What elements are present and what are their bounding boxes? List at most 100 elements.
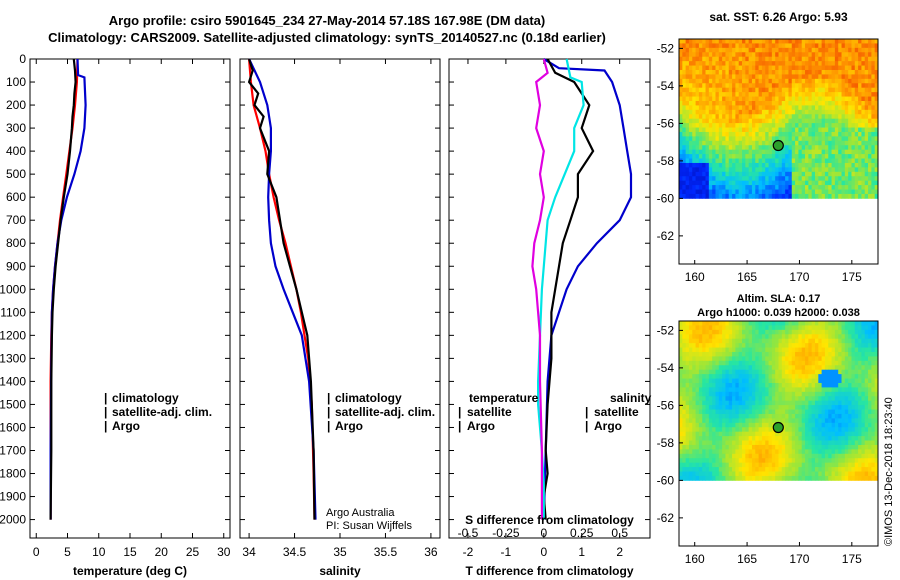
map-cell: [692, 356, 696, 362]
map-cell: [732, 193, 736, 199]
map-cell: [682, 114, 687, 120]
map-cell: [698, 453, 703, 459]
legend-mark: |: [585, 419, 588, 433]
map-cell: [685, 374, 690, 379]
map-cell: [748, 334, 753, 340]
map-cell: [834, 338, 839, 344]
map-cell: [808, 87, 813, 93]
map-cell: [735, 158, 740, 164]
map-cell: [808, 109, 813, 115]
map-cell: [685, 449, 690, 455]
map-cell: [771, 356, 776, 362]
map-cell: [795, 123, 799, 128]
map-cell: [841, 396, 846, 402]
map-cell: [858, 162, 862, 168]
map-x-tick-label: 160: [685, 270, 705, 284]
map-cell: [821, 56, 826, 62]
map-cell: [715, 43, 720, 49]
map-cell: [758, 440, 763, 446]
map-cell: [712, 118, 716, 124]
map-cell: [805, 458, 809, 464]
map-cell: [821, 436, 826, 441]
map-cell: [831, 467, 836, 472]
map-cell: [775, 92, 779, 97]
map-cell: [844, 123, 849, 128]
map-cell: [768, 65, 773, 71]
map-cell: [692, 453, 696, 459]
map-y-tick-label: -58: [657, 436, 675, 450]
map-cell: [785, 69, 789, 75]
map-cell: [854, 158, 859, 164]
map-cell: [771, 158, 776, 164]
map-cell: [864, 145, 869, 151]
map-cell: [831, 329, 836, 335]
map-cell: [854, 382, 859, 388]
map-cell: [844, 56, 849, 62]
map-cell: [788, 145, 793, 151]
map-cell: [838, 52, 842, 58]
map-cell: [771, 413, 776, 419]
map-cell: [864, 444, 869, 450]
map-cell: [728, 351, 733, 357]
map-cell: [755, 400, 759, 406]
map-cell: [745, 343, 750, 348]
map-cell: [858, 65, 862, 71]
map-cell: [698, 114, 703, 120]
map-cell: [808, 47, 813, 53]
map-cell: [858, 400, 862, 406]
map-cell: [841, 185, 846, 190]
x-tick-label: -2: [463, 545, 474, 559]
map-cell: [828, 409, 832, 415]
map-cell: [798, 43, 803, 49]
map-cell: [742, 193, 746, 199]
x-tick-label: 35: [333, 545, 347, 559]
map-cell: [828, 374, 832, 379]
map-cell: [705, 158, 710, 164]
map-cell: [768, 475, 773, 481]
map-cell: [834, 43, 839, 49]
map-cell: [708, 52, 713, 58]
map-cell: [728, 118, 733, 124]
map-cell: [688, 462, 693, 468]
map-cell: [814, 467, 819, 472]
map-cell: [705, 409, 710, 415]
map-cell: [861, 351, 866, 357]
map-cell: [738, 100, 743, 106]
map-cell: [811, 382, 816, 388]
map-cell: [858, 396, 862, 402]
map-cell: [748, 176, 753, 182]
map-cell: [841, 65, 846, 71]
map-cell: [705, 154, 710, 159]
map-cell: [811, 356, 816, 362]
map-cell: [781, 56, 786, 62]
map-cell: [738, 154, 743, 159]
map-cell: [854, 467, 859, 472]
map-cell: [702, 409, 706, 415]
map-cell: [864, 92, 869, 97]
map-cell: [864, 462, 869, 468]
map-cell: [874, 109, 879, 115]
map-cell: [788, 176, 793, 182]
map-cell: [738, 409, 743, 415]
map-cell: [868, 427, 872, 433]
map-cell: [735, 475, 740, 481]
map-cell: [761, 69, 766, 75]
map-cell: [868, 61, 872, 66]
map-title-line-1: Altim. SLA: 0.17: [737, 293, 821, 305]
map-cell: [775, 162, 779, 168]
map-cell: [728, 321, 733, 326]
map-cell: [761, 52, 766, 58]
map-cell: [708, 158, 713, 164]
map-cell: [788, 193, 793, 199]
map-cell: [745, 154, 750, 159]
y-tick-label: 700: [6, 213, 26, 227]
map-cell: [814, 180, 819, 186]
legend-mark: |: [458, 405, 461, 419]
map-cell: [831, 449, 836, 455]
map-cell: [805, 140, 809, 146]
map-cell: [868, 127, 872, 133]
map-cell: [771, 365, 776, 371]
map-cell: [761, 74, 766, 80]
map-cell: [788, 374, 793, 379]
map-cell: [735, 162, 740, 168]
